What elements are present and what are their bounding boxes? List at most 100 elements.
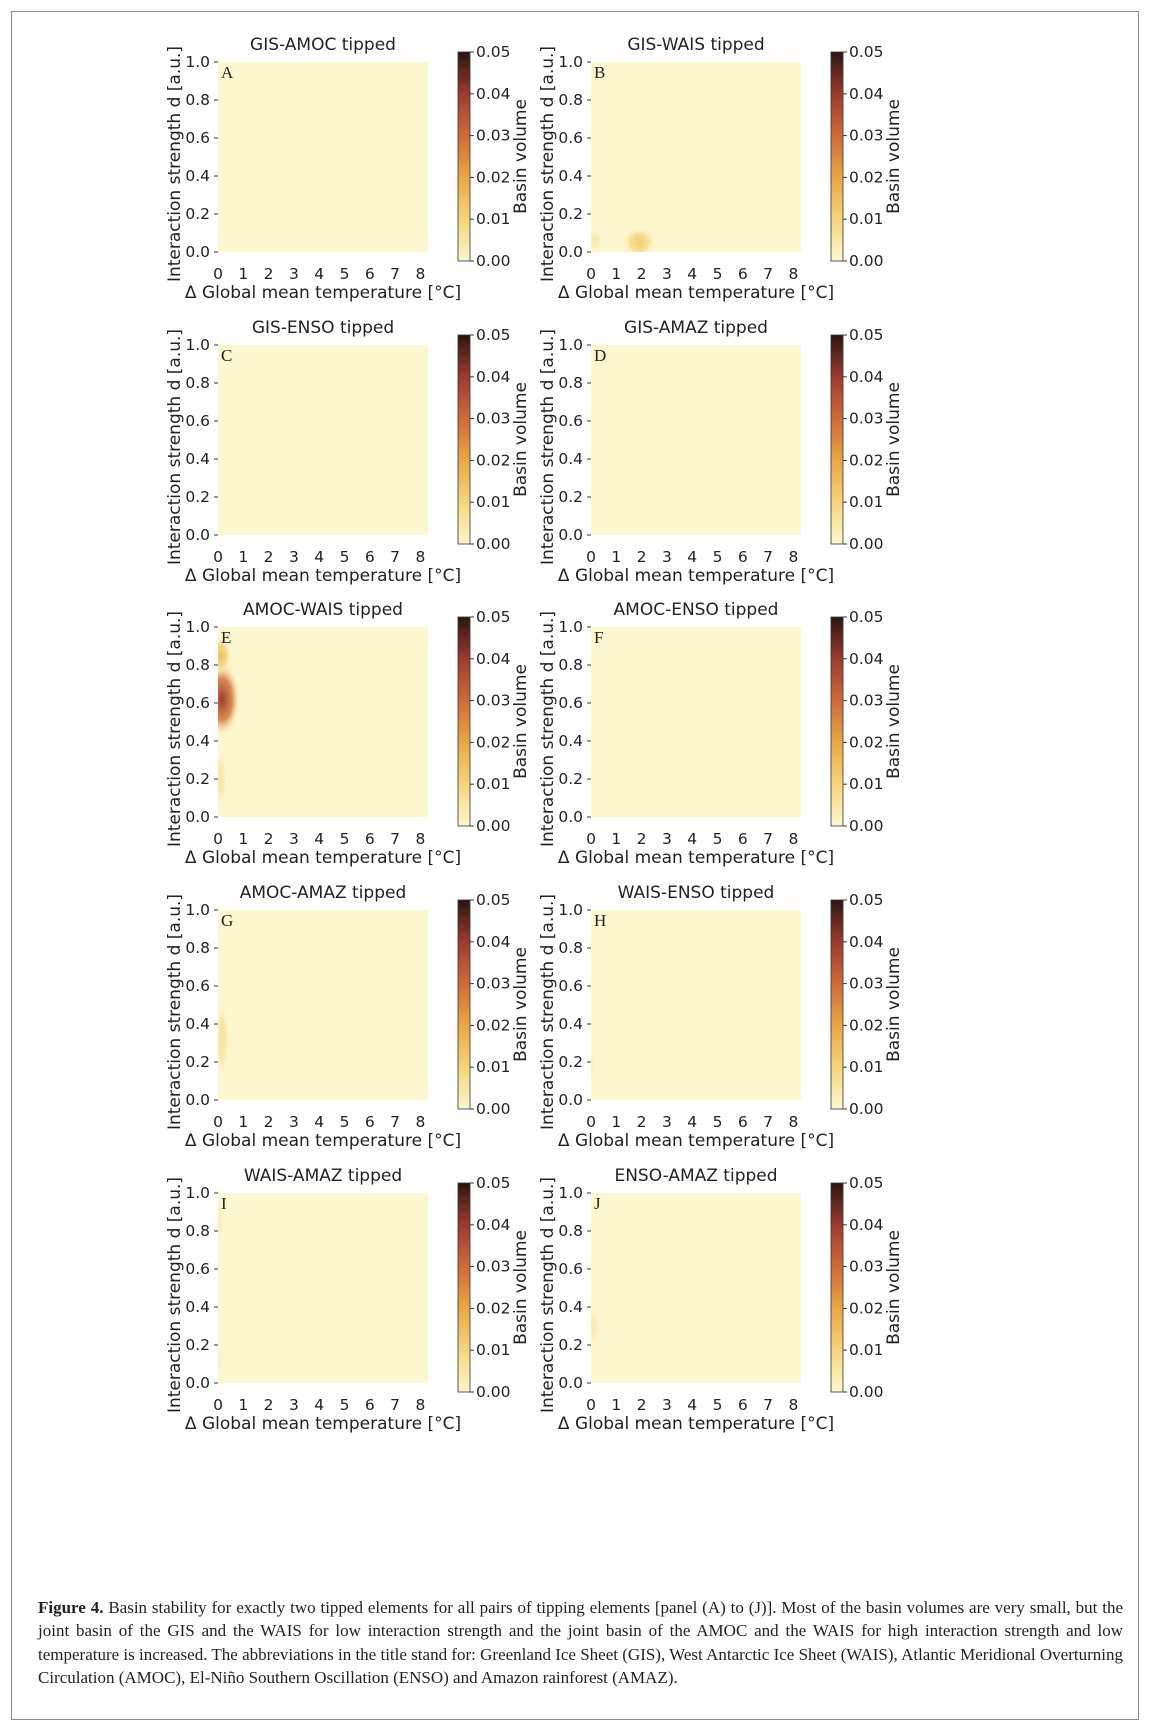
heatmap-background (218, 1193, 428, 1383)
panel-title: ENSO-AMAZ tipped (614, 1166, 777, 1186)
x-tick-label: 1 (611, 265, 621, 283)
x-tick-label: 2 (264, 265, 274, 283)
x-tick-label: 4 (687, 548, 697, 566)
heatmap-background (218, 345, 428, 535)
y-tick-label: 0.0 (558, 808, 583, 826)
colorbar-tick-label: 0.05 (849, 1174, 884, 1192)
colorbar-label: Basin volume (511, 99, 531, 214)
colorbar-tick-label: 0.05 (476, 326, 511, 344)
colorbar (830, 334, 844, 545)
colorbar (830, 616, 844, 827)
heatmap-background (591, 910, 801, 1100)
x-tick-label: 1 (238, 1113, 248, 1131)
colorbar-tick-label: 0.00 (476, 1383, 511, 1401)
x-tick-label: 7 (763, 830, 773, 848)
y-tick-label: 0.8 (558, 656, 583, 674)
colorbar (830, 899, 844, 1110)
y-axis-label: Interaction strength d [a.u.] (538, 1177, 558, 1413)
x-axis-label: Δ Global mean temperature [°C] (558, 848, 834, 868)
colorbar-tick-label: 0.05 (476, 891, 511, 909)
y-tick-label: 0.8 (558, 939, 583, 957)
colorbar-tick-label: 0.02 (849, 1299, 884, 1317)
heatmap-blob (591, 1307, 599, 1345)
y-tick-label: 0.2 (185, 770, 210, 788)
x-axis-label: Δ Global mean temperature [°C] (185, 283, 461, 303)
heatmap-cells (218, 636, 241, 808)
y-tick-label: 1.0 (558, 336, 583, 354)
x-tick-label: 4 (687, 265, 697, 283)
x-tick-label: 8 (415, 830, 425, 848)
panel-title: WAIS-AMAZ tipped (244, 1166, 402, 1186)
panel-title: AMOC-AMAZ tipped (240, 883, 407, 903)
heatmap-blob (591, 1050, 597, 1081)
y-tick-label: 0.6 (558, 412, 583, 430)
x-tick-label: 7 (390, 1113, 400, 1131)
heatmap-background (218, 627, 428, 817)
colorbar-label: Basin volume (511, 664, 531, 779)
colorbar-tick-label: 0.03 (476, 975, 511, 993)
x-tick-label: 3 (662, 830, 672, 848)
x-tick-label: 1 (238, 1396, 248, 1414)
panel-title: AMOC-WAIS tipped (243, 600, 403, 620)
colorbar-tick-label: 0.01 (849, 1058, 884, 1076)
x-axis-label: Δ Global mean temperature [°C] (185, 1131, 461, 1151)
y-axis-label: Interaction strength d [a.u.] (165, 46, 185, 282)
heatmap-blob (218, 661, 241, 738)
x-tick-label: 4 (687, 1113, 697, 1131)
colorbar-tick-label: 0.00 (476, 1100, 511, 1118)
colorbar-tick-label: 0.02 (476, 1016, 511, 1034)
x-tick-label: 6 (365, 1113, 375, 1131)
x-tick-label: 3 (662, 1113, 672, 1131)
y-tick-label: 0.6 (185, 412, 210, 430)
panel-title: GIS-ENSO tipped (252, 318, 394, 338)
colorbar-tick-label: 0.05 (476, 1174, 511, 1192)
panel-h: WAIS-ENSO tipped H 0.0 0.2 0.4 0.6 0.8 1.0 0 1 2 3 4… (538, 883, 904, 1151)
x-tick-label: 6 (738, 548, 748, 566)
y-tick-label: 1.0 (558, 618, 583, 636)
y-tick-label: 0.0 (185, 1091, 210, 1109)
heatmap-background (218, 62, 428, 252)
colorbar-tick-label: 0.00 (849, 1100, 884, 1118)
panel-title: GIS-AMAZ tipped (624, 318, 768, 338)
x-tick-label: 4 (314, 1396, 324, 1414)
y-tick-label: 1.0 (185, 53, 210, 71)
y-tick-label: 1.0 (185, 618, 210, 636)
panel-i: WAIS-AMAZ tipped I 0.0 0.2 0.4 0.6 0.8 1.0 0 1 2 3 4… (165, 1166, 531, 1434)
colorbar (830, 51, 844, 262)
x-tick-label: 7 (763, 1396, 773, 1414)
heatmap-blob (218, 1198, 224, 1245)
panel-label: A (221, 63, 234, 82)
x-tick-label: 3 (289, 265, 299, 283)
y-tick-label: 1.0 (558, 1184, 583, 1202)
x-tick-label: 2 (637, 1113, 647, 1131)
x-tick-label: 6 (365, 830, 375, 848)
y-axis-label: Interaction strength d [a.u.] (165, 329, 185, 565)
x-tick-label: 3 (662, 1396, 672, 1414)
heatmap-blob (218, 636, 232, 675)
colorbar (457, 899, 471, 1110)
x-tick-label: 6 (738, 1113, 748, 1131)
x-axis-label: Δ Global mean temperature [°C] (558, 566, 834, 586)
y-tick-label: 1.0 (185, 1184, 210, 1202)
colorbar-tick-label: 0.04 (476, 85, 511, 103)
y-tick-label: 0.6 (185, 694, 210, 712)
caption-text: Basin stability for exactly two tipped e… (38, 1598, 1123, 1687)
x-tick-label: 7 (763, 1113, 773, 1131)
y-tick-label: 0.8 (185, 656, 210, 674)
colorbar-label: Basin volume (511, 1230, 531, 1345)
x-tick-label: 3 (289, 1113, 299, 1131)
y-tick-label: 0.0 (558, 526, 583, 544)
y-axis-label: Interaction strength d [a.u.] (538, 611, 558, 847)
y-tick-label: 1.0 (558, 901, 583, 919)
x-tick-label: 5 (713, 265, 723, 283)
colorbar-tick-label: 0.04 (849, 1216, 884, 1234)
heatmap-background (591, 627, 801, 817)
x-tick-label: 3 (289, 548, 299, 566)
y-tick-label: 0.8 (185, 939, 210, 957)
y-tick-label: 0.8 (185, 1222, 210, 1240)
y-tick-label: 0.4 (185, 450, 210, 468)
y-tick-label: 0.2 (185, 488, 210, 506)
x-tick-label: 5 (340, 548, 350, 566)
x-tick-label: 8 (415, 1396, 425, 1414)
